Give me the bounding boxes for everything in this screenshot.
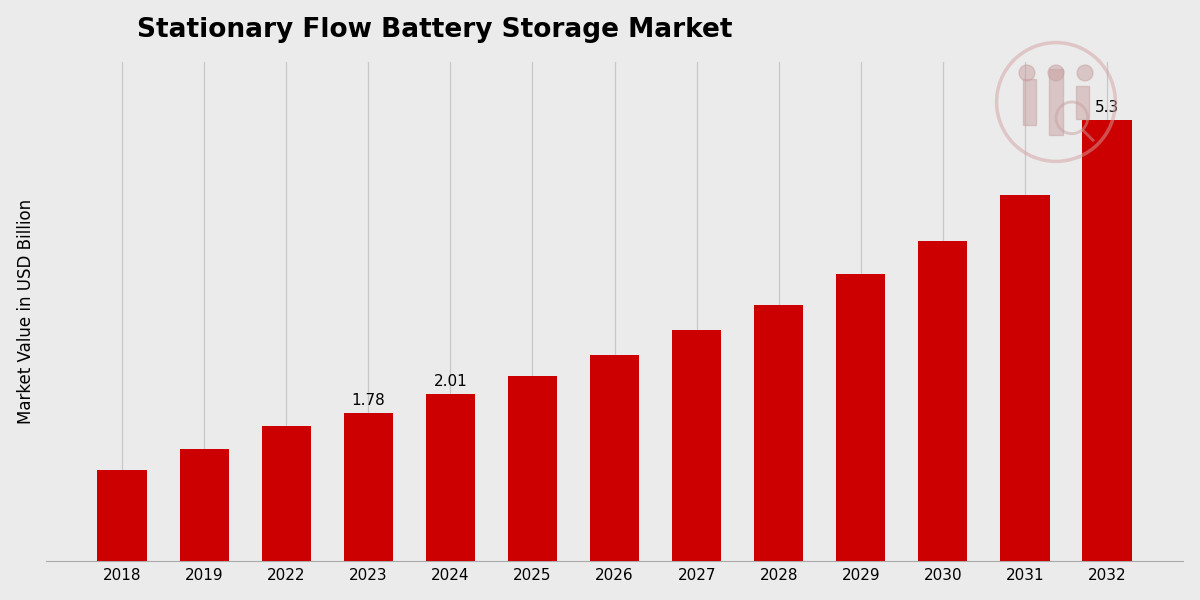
Bar <box>426 394 475 562</box>
Bar <box>508 376 557 562</box>
Bar <box>343 413 392 562</box>
Bar <box>180 449 229 562</box>
Bar <box>1001 195 1050 562</box>
Bar <box>97 470 146 562</box>
Circle shape <box>1019 65 1034 81</box>
Circle shape <box>1078 65 1093 81</box>
Text: Stationary Flow Battery Storage Market: Stationary Flow Battery Storage Market <box>137 17 732 43</box>
Bar <box>1082 120 1132 562</box>
Bar <box>590 355 640 562</box>
Text: 5.3: 5.3 <box>1094 100 1120 115</box>
Y-axis label: Market Value in USD Billion: Market Value in USD Billion <box>17 199 35 424</box>
Bar <box>1050 69 1063 135</box>
Bar <box>1022 79 1037 125</box>
Circle shape <box>1048 65 1064 81</box>
Bar <box>918 241 967 562</box>
Text: 1.78: 1.78 <box>352 393 385 408</box>
Bar <box>754 305 803 562</box>
Bar <box>1076 85 1090 118</box>
Bar <box>672 330 721 562</box>
Text: 2.01: 2.01 <box>433 374 467 389</box>
Bar <box>262 427 311 562</box>
Bar <box>836 274 886 562</box>
